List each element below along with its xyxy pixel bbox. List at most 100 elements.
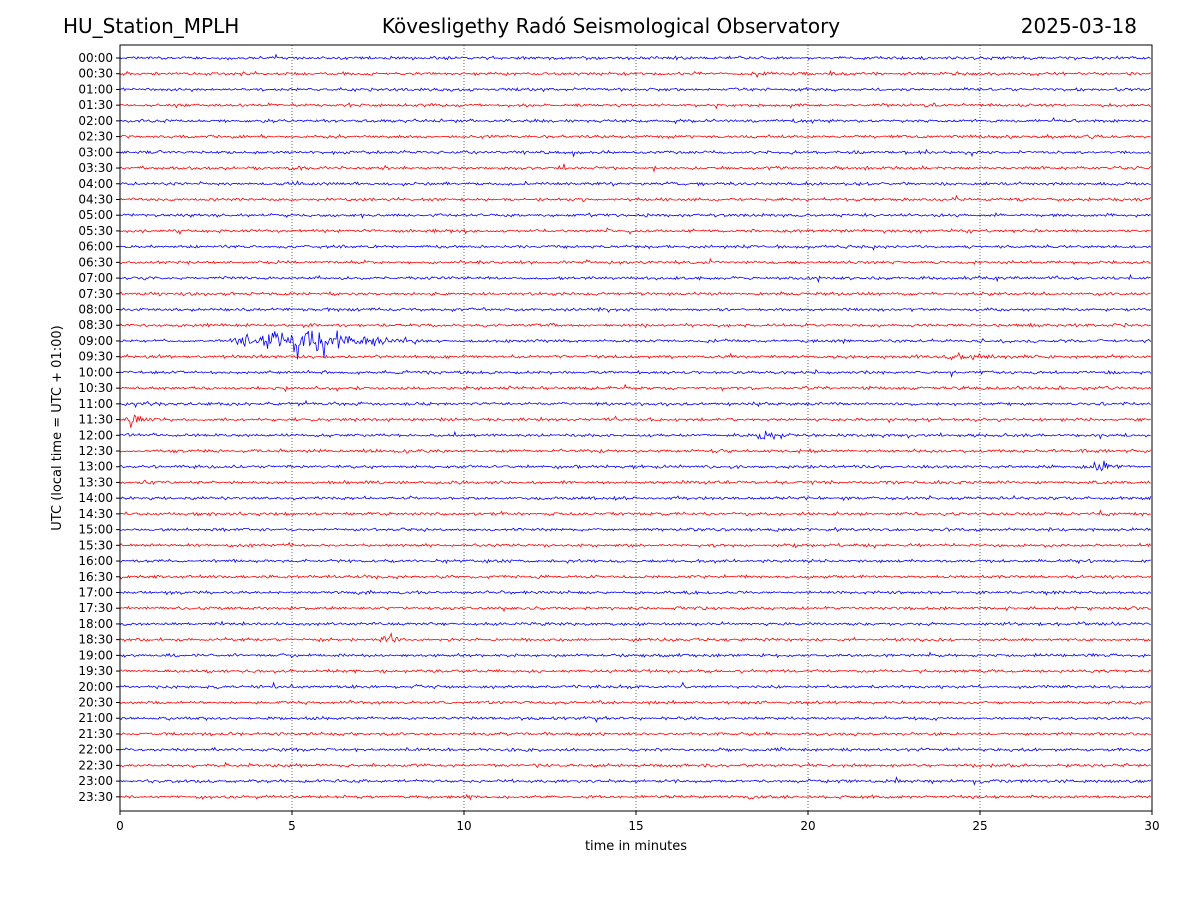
vertical-grid: [291, 45, 981, 811]
trace-17:30: [119, 605, 1151, 613]
trace-07:00: [119, 273, 1151, 284]
station-name: HU_Station_MPLH: [63, 14, 240, 38]
y-tick-label-03:30: 03:30: [78, 161, 113, 175]
trace-13:00: [119, 460, 1151, 472]
y-tick-label-17:00: 17:00: [78, 585, 113, 599]
trace-05:00: [119, 212, 1151, 220]
trace-12:00: [119, 430, 1151, 441]
y-tick-label-20:00: 20:00: [78, 680, 113, 694]
trace-07:30: [119, 290, 1151, 297]
y-tick-label-01:00: 01:00: [78, 82, 113, 96]
trace-09:30: [119, 351, 1152, 361]
seismic-traces: [119, 53, 1152, 801]
y-tick-label-13:00: 13:00: [78, 460, 113, 474]
trace-17:00: [119, 589, 1152, 596]
trace-04:00: [119, 180, 1151, 187]
x-tick-label-0: 0: [116, 819, 124, 833]
observatory-title: Kövesligethy Radó Seismological Observat…: [381, 14, 841, 38]
y-tick-label-17:30: 17:30: [78, 601, 113, 615]
trace-21:30: [119, 731, 1151, 737]
y-tick-label-19:30: 19:30: [78, 664, 113, 678]
y-tick-label-05:00: 05:00: [78, 208, 113, 222]
y-tick-label-16:30: 16:30: [78, 570, 113, 584]
y-tick-label-10:00: 10:00: [78, 365, 113, 379]
y-tick-label-07:00: 07:00: [78, 271, 113, 285]
trace-13:30: [119, 479, 1151, 486]
x-axis-label: time in minutes: [585, 839, 687, 854]
y-tick-label-08:00: 08:00: [78, 303, 113, 317]
y-tick-label-23:30: 23:30: [78, 790, 113, 804]
trace-00:00: [119, 53, 1151, 61]
y-tick-label-01:30: 01:30: [78, 98, 113, 112]
trace-02:00: [119, 117, 1151, 125]
y-tick-label-09:00: 09:00: [78, 334, 113, 348]
y-tick-label-04:00: 04:00: [78, 177, 113, 191]
y-tick-label-10:30: 10:30: [78, 381, 113, 395]
trace-22:30: [119, 761, 1151, 769]
trace-01:00: [119, 86, 1151, 93]
trace-09:00: [119, 330, 1152, 360]
y-tick-label-03:00: 03:00: [78, 145, 113, 159]
x-tick-label-30: 30: [1144, 819, 1159, 833]
trace-12:30: [119, 448, 1152, 454]
trace-14:30: [119, 509, 1151, 517]
x-tick-label-5: 5: [288, 819, 296, 833]
y-tick-label-14:00: 14:00: [78, 491, 113, 505]
x-tick-label-10: 10: [456, 819, 471, 833]
trace-03:00: [119, 148, 1151, 158]
y-tick-label-22:00: 22:00: [78, 743, 113, 757]
y-tick-label-04:30: 04:30: [78, 192, 113, 206]
y-tick-label-12:30: 12:30: [78, 444, 113, 458]
trace-06:00: [119, 243, 1152, 251]
y-tick-label-07:30: 07:30: [78, 287, 113, 301]
trace-16:00: [119, 558, 1151, 565]
y-tick-label-21:30: 21:30: [78, 727, 113, 741]
trace-15:00: [119, 526, 1152, 533]
trace-18:00: [119, 620, 1151, 627]
x-tick-label-15: 15: [628, 819, 643, 833]
trace-11:30: [119, 414, 1151, 428]
trace-04:30: [119, 194, 1152, 203]
y-tick-label-21:00: 21:00: [78, 711, 113, 725]
trace-06:30: [119, 257, 1151, 266]
trace-01:30: [119, 102, 1152, 110]
y-tick-label-11:00: 11:00: [78, 397, 113, 411]
trace-02:30: [119, 133, 1151, 140]
record-date: 2025-03-18: [1020, 14, 1137, 38]
y-tick-label-19:00: 19:00: [78, 648, 113, 662]
y-tick-label-11:30: 11:30: [78, 413, 113, 427]
y-tick-label-23:00: 23:00: [78, 774, 113, 788]
y-tick-label-22:30: 22:30: [78, 758, 113, 772]
y-tick-label-16:00: 16:00: [78, 554, 113, 568]
trace-22:00: [119, 746, 1152, 753]
y-tick-label-02:00: 02:00: [78, 114, 113, 128]
trace-05:30: [119, 227, 1151, 236]
y-tick-label-18:30: 18:30: [78, 633, 113, 647]
y-tick-label-20:30: 20:30: [78, 696, 113, 710]
x-tick-label-20: 20: [800, 819, 815, 833]
y-tick-label-15:30: 15:30: [78, 538, 113, 552]
y-tick-label-06:00: 06:00: [78, 240, 113, 254]
trace-19:00: [119, 651, 1151, 659]
trace-10:00: [119, 369, 1152, 378]
trace-23:00: [119, 776, 1152, 786]
trace-11:00: [119, 399, 1151, 409]
y-tick-label-14:30: 14:30: [78, 507, 113, 521]
trace-20:30: [119, 699, 1151, 706]
trace-03:30: [119, 163, 1152, 173]
y-tick-label-02:30: 02:30: [78, 130, 113, 144]
y-tick-label-13:30: 13:30: [78, 475, 113, 489]
trace-19:30: [119, 668, 1152, 674]
y-tick-label-06:30: 06:30: [78, 255, 113, 269]
trace-20:00: [119, 681, 1152, 690]
trace-00:30: [119, 69, 1151, 79]
trace-14:00: [119, 494, 1152, 502]
y-tick-label-00:30: 00:30: [78, 67, 113, 81]
trace-16:30: [119, 573, 1152, 580]
y-tick-label-08:30: 08:30: [78, 318, 113, 332]
trace-21:00: [119, 715, 1152, 723]
y-axis-label: UTC (local time = UTC + 01:00): [50, 325, 65, 530]
y-tick-label-18:00: 18:00: [78, 617, 113, 631]
